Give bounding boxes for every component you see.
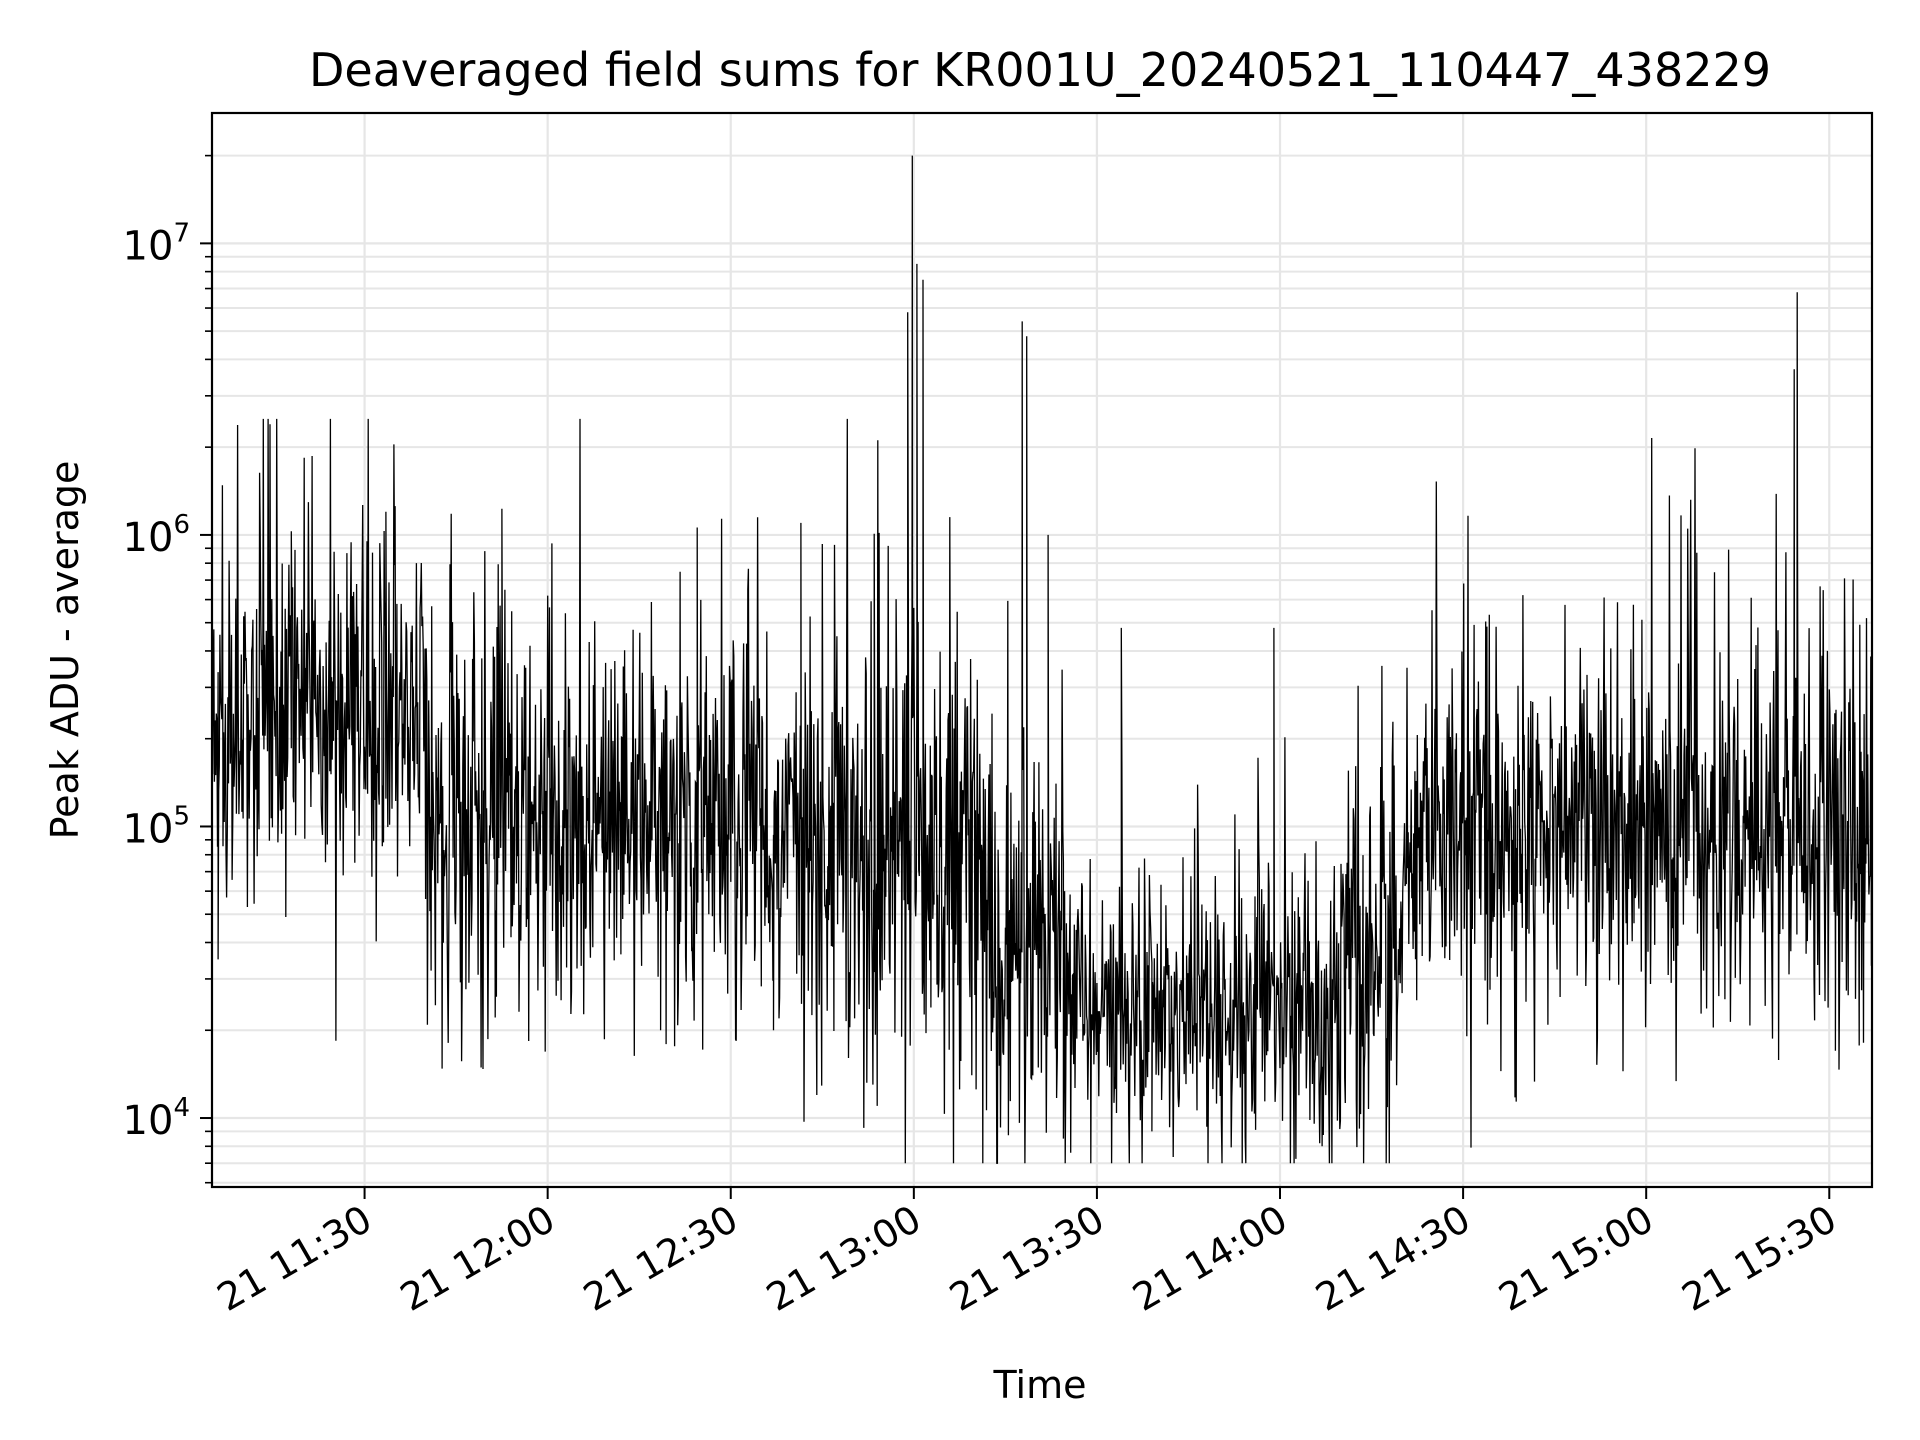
series-line: [211, 155, 1873, 1164]
y-tick-label: 107: [123, 218, 190, 269]
y-axis: 104 105 106 107: [123, 154, 212, 1184]
chart-title: Deaveraged field sums for KR001U_2024052…: [309, 43, 1771, 97]
y-tick-label: 105: [123, 801, 190, 852]
y-tick-label: 104: [123, 1093, 190, 1144]
y-axis-label: Peak ADU - average: [43, 461, 87, 840]
plot-area: [211, 155, 1873, 1164]
plot-frame: [210, 111, 1874, 1189]
y-tick-label: 106: [123, 510, 190, 561]
x-axis-label: Time: [993, 1363, 1087, 1407]
